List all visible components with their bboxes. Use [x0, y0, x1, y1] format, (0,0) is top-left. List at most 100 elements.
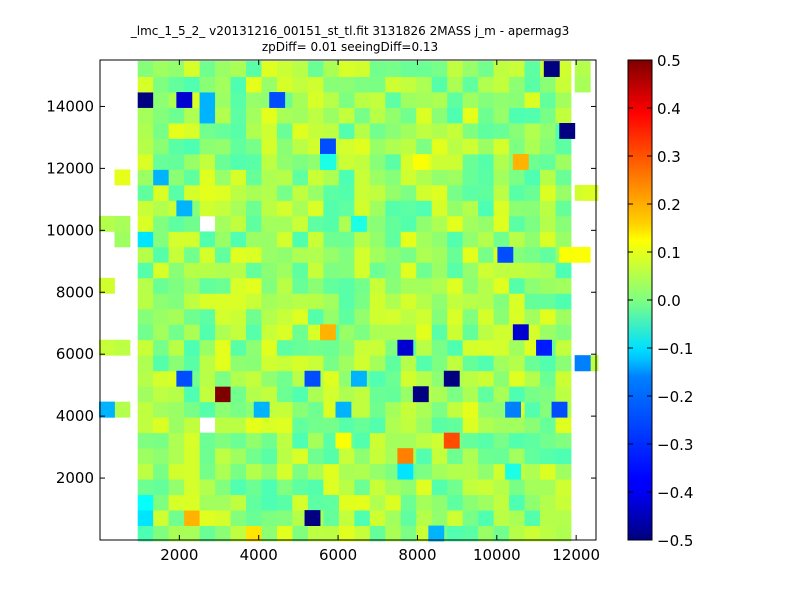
heatmap-cell: [230, 262, 247, 279]
heatmap-cell: [416, 494, 433, 511]
heatmap-cell: [199, 324, 216, 341]
heatmap-cell: [400, 525, 417, 542]
heatmap-cell: [276, 324, 293, 341]
heatmap-cell: [478, 386, 495, 403]
heatmap-cell: [338, 448, 355, 465]
heatmap-cell: [431, 324, 448, 341]
colorbar-tick-label: 0.4: [657, 100, 681, 118]
heatmap-cell: [400, 61, 417, 77]
heatmap-cell: [246, 153, 262, 170]
heatmap-cell: [215, 510, 231, 526]
heatmap-cell: [354, 123, 371, 139]
heatmap-cell: [276, 184, 293, 201]
heatmap-cell: [307, 417, 324, 434]
heatmap-cell: [307, 200, 324, 217]
heatmap-cell: [447, 525, 464, 542]
heatmap-cell: [292, 355, 309, 372]
heatmap-cell: [246, 479, 262, 496]
heatmap-cell: [292, 92, 309, 108]
heatmap-cell: [246, 231, 262, 248]
heatmap-cell: [416, 355, 433, 372]
heatmap-cell: [261, 386, 278, 403]
heatmap-cell: [524, 479, 541, 496]
heatmap-cell: [416, 308, 433, 325]
x-tick-label: 6000: [319, 546, 357, 564]
heatmap-cell: [137, 231, 154, 248]
heatmap-cell: [184, 479, 200, 496]
heatmap-cell: [323, 401, 340, 418]
heatmap-cell: [431, 76, 448, 93]
heatmap-cell: [385, 293, 402, 310]
heatmap-cell: [555, 277, 572, 294]
heatmap-cell: [184, 61, 200, 77]
heatmap-cell: [493, 432, 510, 449]
heatmap-cell: [354, 169, 371, 186]
heatmap-cell: [276, 107, 293, 124]
heatmap-cell: [320, 324, 336, 341]
heatmap-cell: [168, 308, 185, 325]
heatmap-cell: [385, 401, 402, 418]
heatmap-cell: [230, 479, 247, 496]
x-tick-label: 10000: [473, 546, 521, 564]
heatmap-cell: [246, 61, 262, 77]
heatmap-cell: [230, 123, 247, 139]
heatmap-cell: [447, 231, 464, 248]
heatmap-cell: [478, 277, 495, 294]
heatmap-cell: [369, 386, 386, 403]
heatmap-cell: [338, 386, 355, 403]
heatmap-cell: [447, 417, 464, 434]
heatmap-cell: [292, 417, 309, 434]
heatmap-cell: [447, 494, 464, 511]
heatmap-cell: [555, 138, 572, 155]
heatmap-cell: [397, 339, 414, 356]
heatmap-cell: [338, 293, 355, 310]
heatmap-cell: [509, 61, 525, 77]
heatmap-cell: [478, 169, 495, 186]
heatmap-cell: [292, 308, 309, 325]
heatmap-cell: [431, 293, 448, 310]
heatmap-cell: [512, 324, 529, 341]
heatmap-cell: [153, 308, 170, 325]
heatmap-cell: [137, 510, 154, 526]
heatmap-cell: [478, 92, 495, 108]
heatmap-cell: [369, 215, 386, 232]
heatmap-cell: [555, 525, 572, 542]
heatmap-cell: [215, 169, 231, 186]
heatmap-cell: [168, 417, 185, 434]
heatmap-cell: [230, 231, 247, 248]
heatmap-cell: [431, 107, 448, 124]
heatmap-cell: [168, 448, 185, 465]
heatmap-cell: [416, 525, 433, 542]
heatmap-cell: [555, 92, 572, 108]
heatmap-cell: [184, 215, 200, 232]
heatmap-cell: [493, 215, 510, 232]
heatmap-cell: [462, 123, 479, 139]
heatmap-cell: [215, 231, 231, 248]
heatmap-cell: [323, 293, 340, 310]
heatmap-cell: [261, 153, 278, 170]
heatmap-cell: [385, 61, 402, 77]
heatmap-cell: [509, 448, 525, 465]
heatmap-cell: [416, 370, 433, 387]
heatmap-cell: [478, 339, 495, 356]
heatmap-cell: [400, 417, 417, 434]
heatmap-cell: [385, 370, 402, 387]
heatmap-cell: [215, 479, 231, 496]
heatmap-cell: [385, 231, 402, 248]
heatmap-cell: [540, 510, 556, 526]
heatmap-cell: [462, 153, 479, 170]
heatmap-cell: [292, 339, 309, 356]
heatmap-cell: [385, 417, 402, 434]
heatmap-cell: [246, 277, 262, 294]
heatmap-cell: [416, 339, 433, 356]
heatmap-cell: [184, 138, 200, 155]
heatmap-cell: [184, 417, 200, 434]
heatmap-cell: [524, 494, 541, 511]
heatmap-cell: [385, 200, 402, 217]
heatmap-cell: [261, 293, 278, 310]
heatmap-cell: [447, 510, 464, 526]
heatmap-cell: [400, 262, 417, 279]
heatmap-cell: [323, 432, 340, 449]
heatmap-cell: [215, 370, 231, 387]
heatmap-cell: [292, 525, 309, 542]
